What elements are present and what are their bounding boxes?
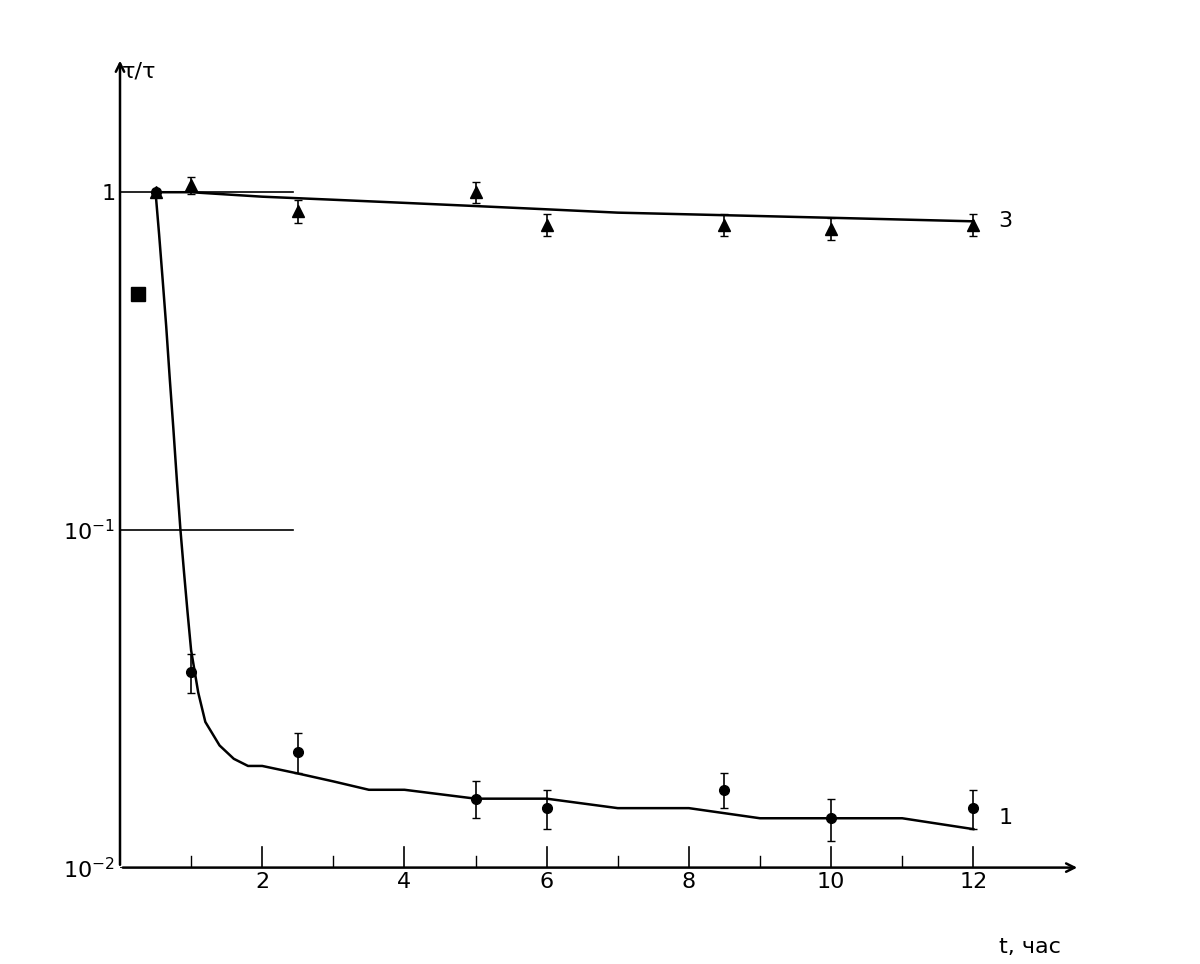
Text: 3: 3 — [998, 211, 1013, 231]
Text: τ/τ: τ/τ — [121, 62, 156, 82]
Text: 1: 1 — [998, 808, 1013, 828]
Text: t, час: t, час — [998, 937, 1061, 956]
